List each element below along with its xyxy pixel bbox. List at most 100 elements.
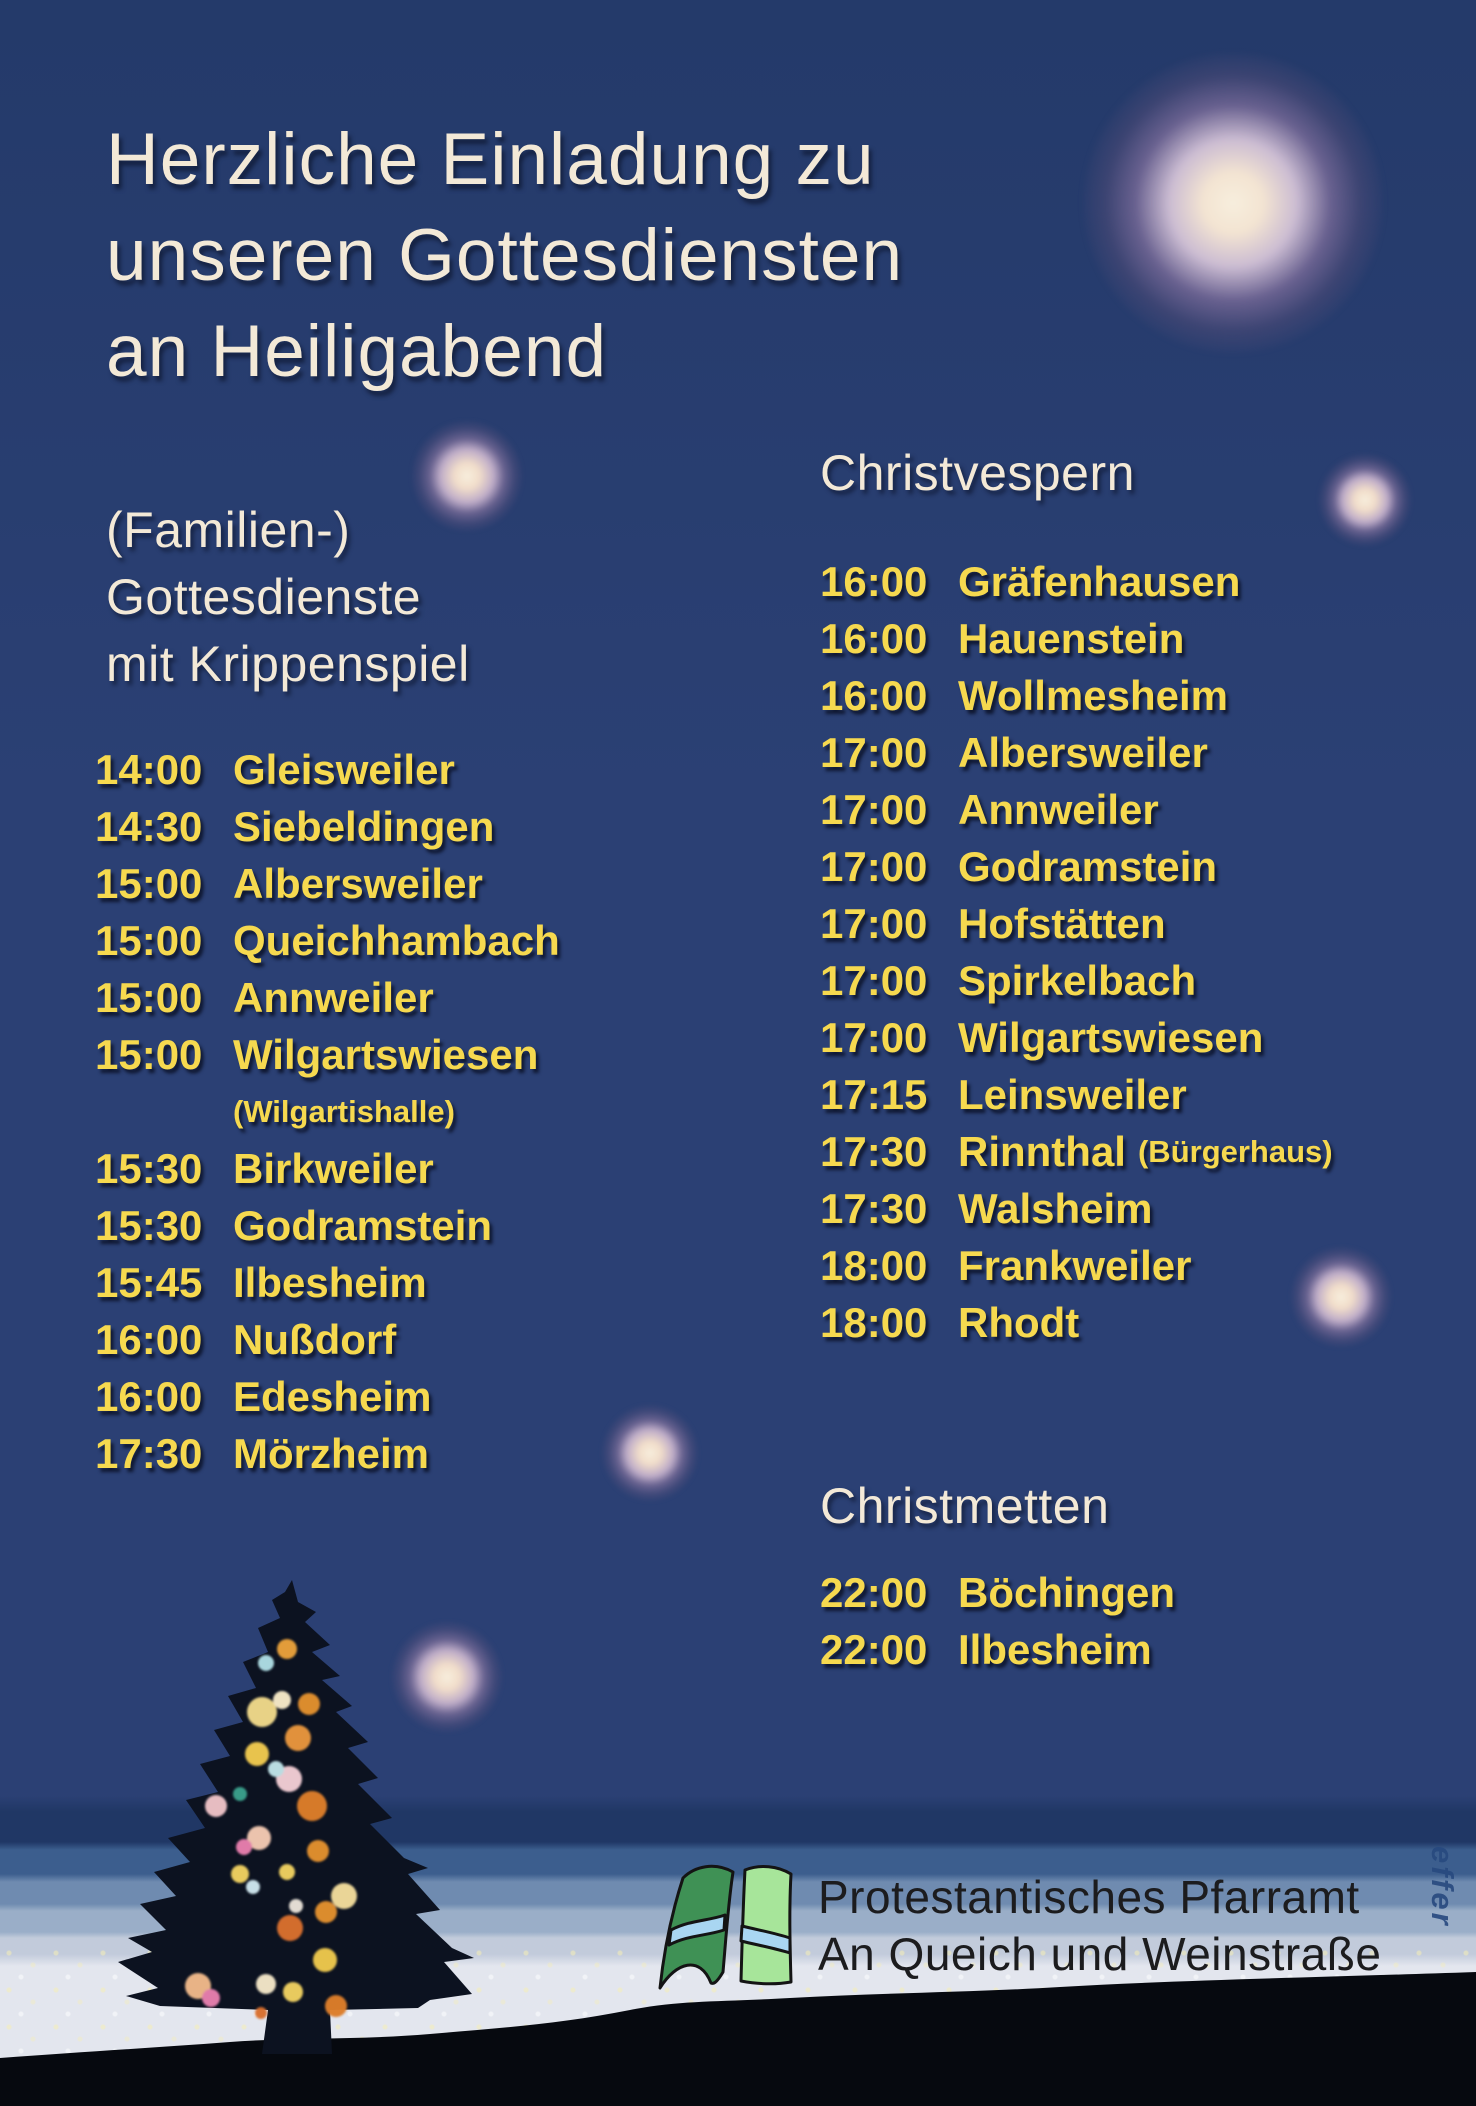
logo-right-panel (739, 1865, 793, 1986)
tree-ornaments (185, 1639, 357, 2019)
time-cell: 15:00 (95, 973, 203, 1021)
schedule-row: 16:00 Hauenstein (820, 610, 1333, 667)
schedule-row: 16:00 Nußdorf (95, 1311, 560, 1368)
schedule-row: 14:30 Siebeldingen (95, 798, 560, 855)
place-cell: Gleisweiler (233, 745, 455, 793)
place-cell: Walsheim (958, 1184, 1153, 1232)
venue-note: (Bürgerhaus) (1137, 1133, 1333, 1169)
star-glow (1319, 454, 1411, 546)
logo-river-right (739, 1924, 792, 1955)
time-cell: 17:00 (820, 728, 928, 776)
place-cell: Spirkelbach (958, 956, 1197, 1004)
place-cell: Godramstein (233, 1201, 493, 1249)
time-cell: 16:00 (820, 557, 928, 605)
time-cell: 17:00 (820, 956, 928, 1004)
ground-silhouette (0, 1972, 1476, 2106)
text-line: (Familien-) (106, 502, 351, 558)
organisation-name: Protestantisches Pfarramt An Queich und W… (818, 1869, 1381, 1983)
logo-river-left (667, 1913, 727, 1947)
text-line: Herzliche Einladung zu (106, 119, 875, 200)
artist-watermark: effer (1425, 1846, 1460, 1928)
place-cell: Hauenstein (958, 614, 1185, 662)
schedule-row: 17:00 Wilgartswiesen (820, 1009, 1333, 1066)
schedule-row: 17:00 Godramstein (820, 838, 1333, 895)
time-cell: 18:00 (820, 1298, 928, 1346)
time-cell: 16:00 (95, 1315, 203, 1363)
time-cell: 17:00 (820, 899, 928, 947)
schedule-row: 18:00 Rhodt (820, 1294, 1333, 1351)
section-heading-christvespern: Christvespern (820, 445, 1135, 501)
schedule-row: 15:00 Albersweiler (95, 855, 560, 912)
time-cell: 16:00 (95, 1372, 203, 1420)
time-cell: 17:30 (820, 1184, 928, 1232)
schedule-row: 15:00 Wilgartswiesen (95, 1026, 560, 1083)
place-cell: Leinsweiler (958, 1070, 1187, 1118)
schedule-row: 22:00 Böchingen (820, 1564, 1175, 1621)
place-cell: Rinnthal (958, 1127, 1126, 1175)
time-cell: 17:00 (820, 1013, 928, 1061)
place-cell: Albersweiler (233, 859, 483, 907)
time-cell: 16:00 (820, 671, 928, 719)
place-cell: Mörzheim (233, 1429, 430, 1477)
place-cell: Edesheim (233, 1372, 432, 1420)
star-glow (412, 421, 522, 531)
place-cell: Hofstätten (958, 899, 1166, 947)
time-cell: 22:00 (820, 1625, 928, 1673)
star-glow (1291, 1247, 1391, 1347)
place-cell: Frankweiler (958, 1241, 1192, 1289)
place-cell: Birkweiler (233, 1144, 434, 1192)
schedule-row: 15:00 Queichhambach (95, 912, 560, 969)
place-cell: Queichhambach (233, 916, 560, 964)
star-glow (602, 1405, 698, 1501)
text-line: an Heiligabend (106, 311, 608, 392)
time-cell: 22:00 (820, 1568, 928, 1616)
schedule-note-row: (Wilgartishalle) (95, 1083, 560, 1140)
schedule-row: 17:15 Leinsweiler (820, 1066, 1333, 1123)
schedule-row: 15:00 Annweiler (95, 969, 560, 1026)
christmetten-schedule: 22:00 Böchingen 22:00 Ilbesheim (820, 1564, 1175, 1678)
schedule-row: 16:00 Gräfenhausen (820, 553, 1333, 610)
time-cell: 16:00 (820, 614, 928, 662)
place-cell: Nußdorf (233, 1315, 397, 1363)
schedule-row: 17:00 Annweiler (820, 781, 1333, 838)
place-cell: Rhodt (958, 1298, 1080, 1346)
moon-glow-star (1083, 53, 1383, 353)
schedule-row: 16:00 Edesheim (95, 1368, 560, 1425)
place-cell: Ilbesheim (233, 1258, 427, 1306)
time-cell: 17:00 (820, 842, 928, 890)
christvespern-schedule: 16:00 Gräfenhausen 16:00 Hauenstein 16:00 Wol… (820, 553, 1333, 1351)
place-cell: Annweiler (233, 973, 434, 1021)
place-cell: Ilbesheim (958, 1625, 1152, 1673)
place-cell: Gräfenhausen (958, 557, 1241, 605)
place-cell: Wilgartswiesen (958, 1013, 1264, 1061)
time-cell: 17:30 (95, 1429, 203, 1477)
schedule-row: 17:30 Rinnthal (Bürgerhaus) (820, 1123, 1333, 1180)
schedule-row: 17:00 Spirkelbach (820, 952, 1333, 1009)
schedule-row: 16:00 Wollmesheim (820, 667, 1333, 724)
christmas-tree (118, 1580, 474, 2054)
schedule-row: 17:00 Albersweiler (820, 724, 1333, 781)
place-cell: Godramstein (958, 842, 1218, 890)
time-cell: 14:00 (95, 745, 203, 793)
place-cell: Wollmesheim (958, 671, 1228, 719)
schedule-row: 17:30 Walsheim (820, 1180, 1333, 1237)
schedule-row: 15:30 Birkweiler (95, 1140, 560, 1197)
place-cell: Siebeldingen (233, 802, 495, 850)
star-glow (392, 1622, 502, 1732)
section-heading-family-services: (Familien-) Gottesdienste mit Krippenspiel (106, 497, 470, 698)
place-cell: Wilgartswiesen (233, 1030, 539, 1078)
time-cell: 14:30 (95, 802, 203, 850)
schedule-row: 17:00 Hofstätten (820, 895, 1333, 952)
parish-logo (658, 1864, 793, 1990)
time-cell: 15:45 (95, 1258, 203, 1306)
time-cell: 17:30 (820, 1127, 928, 1175)
place-cell: (Wilgartishalle) (233, 1093, 455, 1129)
time-cell: 18:00 (820, 1241, 928, 1289)
family-services-schedule: 14:00 Gleisweiler 14:30 Siebeldingen 15:00 Al… (95, 741, 560, 1482)
schedule-row: 15:45 Ilbesheim (95, 1254, 560, 1311)
schedule-row: 22:00 Ilbesheim (820, 1621, 1175, 1678)
schedule-row: 14:00 Gleisweiler (95, 741, 560, 798)
time-cell: 15:00 (95, 1030, 203, 1078)
place-cell: Annweiler (958, 785, 1159, 833)
